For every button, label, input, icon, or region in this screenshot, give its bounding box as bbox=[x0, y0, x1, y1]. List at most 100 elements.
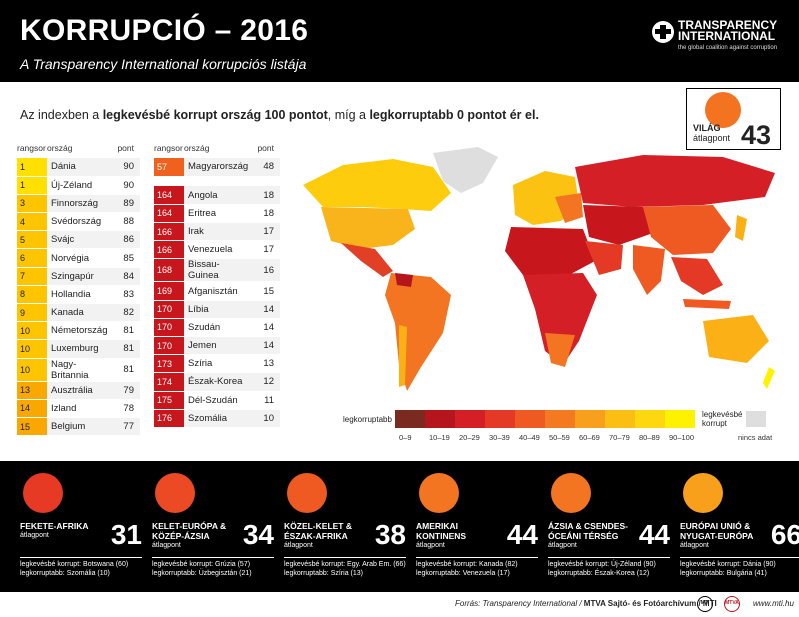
region-least-corrupt: legkevésbé korrupt: Grúzia (57) bbox=[152, 561, 251, 568]
points-cell: 10 bbox=[250, 409, 280, 428]
regions-panel: FEKETE-AFRIKA átlagpont 31 legkevésbé korru… bbox=[0, 461, 799, 592]
region-name: KÖZEL-KELET & ÉSZAK-AFRIKA átlagpont bbox=[284, 521, 364, 551]
legend-scale-label: 20–29 bbox=[459, 433, 480, 442]
region-least-corrupt: legkevésbé korrupt: Kanada (82) bbox=[416, 561, 518, 568]
table-row: 57 Magyarország 48 bbox=[154, 158, 280, 177]
country-cell: Svédország bbox=[47, 212, 108, 232]
points-cell: 88 bbox=[107, 212, 140, 232]
legend-right-label-1: legkevésbé bbox=[702, 410, 743, 419]
world-score: 43 bbox=[741, 120, 772, 150]
rank-cell: 13 bbox=[17, 381, 47, 400]
world-average-box: VILÁG átlagpont 43 bbox=[686, 88, 781, 150]
new-zealand-shape bbox=[763, 367, 775, 389]
region-divider bbox=[152, 557, 274, 558]
intro-part2: , míg a bbox=[327, 108, 370, 122]
table-row: 5 Svájc 86 bbox=[17, 230, 140, 250]
legend-stop bbox=[485, 410, 516, 428]
world-average-dot bbox=[705, 92, 741, 128]
country-cell: Eritrea bbox=[184, 204, 250, 224]
points-cell: 90 bbox=[107, 158, 140, 177]
source-prefix: Forrás: Transparency International / bbox=[455, 599, 584, 608]
central-asia-shape bbox=[583, 205, 653, 245]
table-row: 10 Nagy-Britannia 81 bbox=[17, 358, 140, 382]
world-label-wrap: VILÁG átlagpont bbox=[693, 123, 730, 143]
table-row: 14 Izland 78 bbox=[17, 399, 140, 418]
legend-stop bbox=[515, 410, 546, 428]
rank-cell: 166 bbox=[154, 222, 184, 242]
col-rank: rangsor bbox=[154, 143, 183, 153]
points-cell: 12 bbox=[250, 372, 280, 392]
region-score: 34 bbox=[242, 519, 274, 550]
region-name: FEKETE-AFRIKA átlagpont bbox=[20, 521, 100, 541]
top-ranking-table: rangsor ország pont 1 Dánia 90 1 Új-Zéland 90… bbox=[17, 138, 140, 437]
region-divider bbox=[548, 557, 670, 558]
region-name-line2: NYUGAT-EURÓPA bbox=[680, 531, 754, 541]
country-cell: Belgium bbox=[47, 417, 108, 437]
legend-stop bbox=[455, 410, 486, 428]
table-row: 166 Irak 17 bbox=[154, 222, 280, 242]
footer-url: www.mti.hu bbox=[753, 599, 794, 608]
region-name-line2: ÉSZAK-AFRIKA bbox=[284, 531, 348, 541]
footer: Forrás: Transparency International / MTV… bbox=[0, 592, 799, 617]
region-divider bbox=[416, 557, 538, 558]
col-country: ország bbox=[47, 143, 73, 153]
rank-cell: 164 bbox=[154, 204, 184, 224]
points-cell: 14 bbox=[250, 300, 280, 319]
legend-scale-label: 80–89 bbox=[639, 433, 660, 442]
mti-logo-icon: MTI bbox=[697, 596, 713, 612]
points-cell: 79 bbox=[107, 381, 140, 400]
mexico-shape bbox=[341, 243, 393, 277]
region-score: 44 bbox=[506, 519, 538, 550]
country-cell: Magyarország bbox=[184, 158, 250, 177]
country-cell: Szíria bbox=[184, 354, 250, 374]
rank-cell: 1 bbox=[17, 158, 47, 177]
region-least-corrupt: legkevésbé korrupt: Egy. Arab Em. (66) bbox=[284, 561, 406, 568]
rank-cell: 170 bbox=[154, 336, 184, 356]
rank-cell: 5 bbox=[17, 230, 47, 250]
region-name: EURÓPAI UNIÓ & NYUGAT-EURÓPA átlagpont bbox=[680, 521, 760, 551]
region-most-corrupt: legkorruptabb: Szíria (13) bbox=[284, 570, 363, 577]
country-cell: Szingapúr bbox=[47, 267, 108, 286]
points-cell: 77 bbox=[107, 417, 140, 437]
region-sublabel: átlagpont bbox=[152, 542, 181, 549]
table-row: 15 Belgium 77 bbox=[17, 417, 140, 437]
country-cell: Izland bbox=[47, 399, 108, 418]
region-score: 31 bbox=[110, 519, 142, 550]
region-name-line1: KÖZEL-KELET & bbox=[284, 521, 352, 531]
region-divider bbox=[680, 557, 799, 558]
southern-africa-shape bbox=[545, 333, 575, 367]
region-dot bbox=[23, 473, 63, 513]
country-cell: Luxemburg bbox=[47, 339, 108, 359]
points-cell: 16 bbox=[250, 258, 280, 283]
points-cell: 48 bbox=[250, 158, 280, 177]
country-cell: Svájc bbox=[47, 230, 108, 250]
legend-stop bbox=[575, 410, 606, 428]
table-row: 174 Észak-Korea 12 bbox=[154, 372, 280, 392]
table-row: 4 Svédország 88 bbox=[17, 212, 140, 232]
southeast-asia-shape bbox=[671, 257, 723, 295]
rank-cell: 170 bbox=[154, 300, 184, 319]
country-cell: Norvégia bbox=[47, 248, 108, 268]
table-row: 175 Dél-Szudán 11 bbox=[154, 391, 280, 410]
legend-scale-label: 90–100 bbox=[669, 433, 695, 442]
russia-shape bbox=[575, 155, 775, 207]
legend-scale-label: 50–59 bbox=[549, 433, 570, 442]
table-row: 10 Luxemburg 81 bbox=[17, 339, 140, 359]
rank-cell: 10 bbox=[17, 339, 47, 359]
rank-cell: 7 bbox=[17, 267, 47, 286]
legend-stop bbox=[635, 410, 666, 428]
country-cell: Venezuela bbox=[184, 240, 250, 260]
canada-shape bbox=[303, 159, 451, 211]
rank-cell: 4 bbox=[17, 212, 47, 232]
country-cell: Észak-Korea bbox=[184, 372, 250, 392]
points-cell: 78 bbox=[107, 399, 140, 418]
table-row: 6 Norvégia 85 bbox=[17, 248, 140, 268]
points-cell: 15 bbox=[250, 281, 280, 301]
south-america-shape bbox=[385, 273, 451, 391]
rank-cell: 170 bbox=[154, 318, 184, 338]
legend-left-label: legkorruptabb bbox=[343, 415, 392, 424]
rank-cell: 1 bbox=[17, 176, 47, 195]
country-cell: Ausztrália bbox=[47, 381, 108, 400]
region-extremes: legkevésbé korrupt: Egy. Arab Em. (66) le… bbox=[284, 560, 406, 578]
rank-cell: 14 bbox=[17, 399, 47, 418]
